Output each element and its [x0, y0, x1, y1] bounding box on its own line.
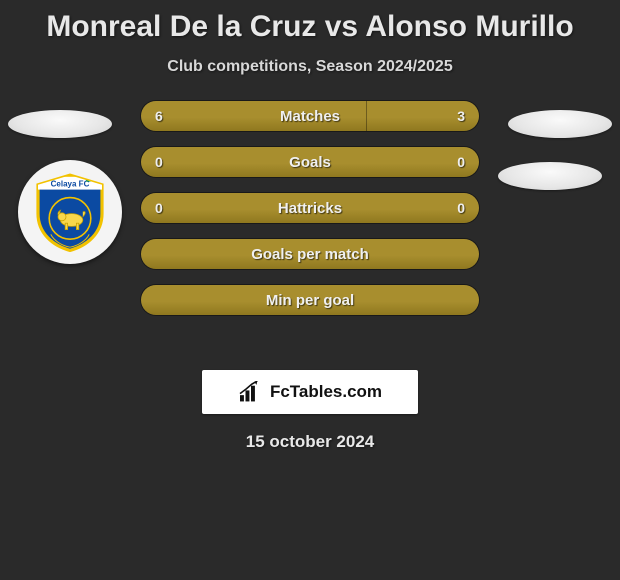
bar-segment-right [366, 101, 479, 131]
branding-badge: FcTables.com [202, 370, 418, 414]
bar-segment-left [141, 101, 366, 131]
comparison-arena: Celaya FC [0, 100, 620, 350]
crest-label: Celaya FC [51, 179, 90, 188]
placeholder-ellipse-left [8, 110, 112, 138]
placeholder-ellipse-right-2 [498, 162, 602, 190]
bar-segment-full [141, 193, 479, 223]
branding-text: FcTables.com [270, 382, 382, 402]
stat-bars: 63Matches 00Goals 00Hattricks Goals per mat… [140, 100, 480, 316]
bars-icon [238, 381, 264, 403]
placeholder-ellipse-right-1 [508, 110, 612, 138]
stat-row: Min per goal [140, 284, 480, 316]
subtitle: Club competitions, Season 2024/2025 [0, 58, 620, 76]
date-label: 15 october 2024 [0, 432, 620, 452]
stat-row: 00Goals [140, 146, 480, 178]
stat-row: 63Matches [140, 100, 480, 132]
page-title: Monreal De la Cruz vs Alonso Murillo [0, 0, 620, 44]
bar-segment-full [141, 147, 479, 177]
bar-segment-full [141, 239, 479, 269]
team-crest-left: Celaya FC [18, 160, 122, 264]
stat-row: 00Hattricks [140, 192, 480, 224]
stat-row: Goals per match [140, 238, 480, 270]
crest-icon: Celaya FC [30, 172, 110, 252]
bar-segment-full [141, 285, 479, 315]
